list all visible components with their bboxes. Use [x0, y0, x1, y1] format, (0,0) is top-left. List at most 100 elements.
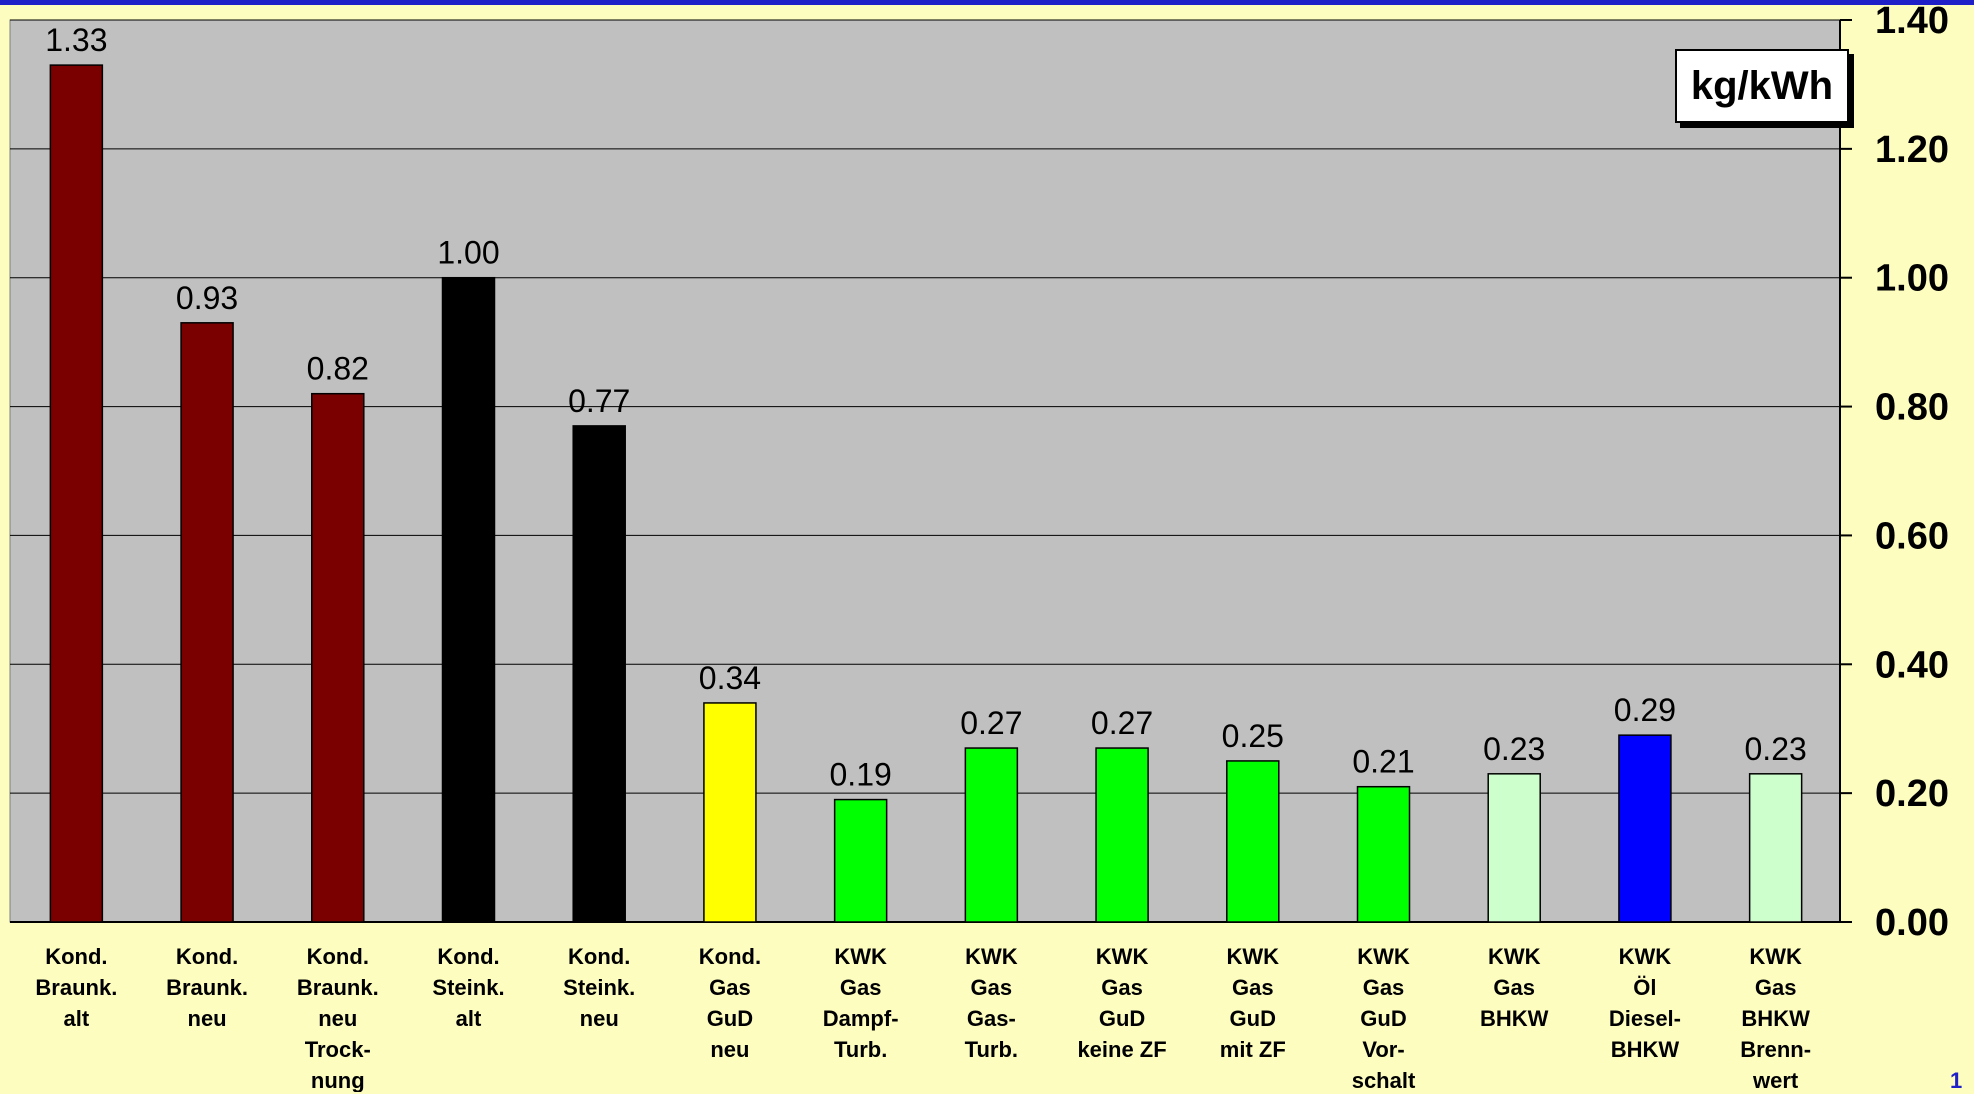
bar [703, 702, 757, 923]
y-tick-label: 0.00 [1875, 902, 1949, 944]
data-label: 0.25 [1222, 718, 1284, 754]
data-label: 0.27 [1091, 705, 1153, 741]
x-tick-label-line: Kond. [437, 944, 499, 969]
x-tick-label-line: Brenn- [1740, 1037, 1811, 1062]
data-label: 0.23 [1745, 731, 1807, 767]
x-tick-label-line: BHKW [1480, 1006, 1549, 1031]
bar [180, 322, 234, 923]
y-tick-label: 1.20 [1875, 129, 1949, 171]
bar [1618, 734, 1672, 923]
x-tick-label-line: neu [188, 1006, 227, 1031]
x-tick-label: Kond. Braunk. alt [35, 944, 117, 1031]
x-tick-label-line: Steink. [432, 975, 504, 1000]
x-tick-label-line: Braunk. [166, 975, 248, 1000]
bar [1748, 773, 1803, 923]
bar [1356, 785, 1411, 923]
bar [1226, 760, 1280, 923]
x-tick-label-line: schalt [1352, 1068, 1416, 1092]
data-label: 0.27 [960, 705, 1022, 741]
x-tick-label-line: neu [318, 1006, 357, 1031]
x-tick-label-line: Gas- [967, 1006, 1016, 1031]
x-tick-label-line: Kond. [307, 944, 369, 969]
data-label: 0.34 [699, 660, 761, 696]
x-tick-label: KWK Gas GuD mit ZF [1220, 944, 1286, 1062]
y-tick-label: 1.40 [1875, 0, 1949, 42]
x-tick-label-line: wert [1752, 1068, 1799, 1092]
bar [964, 747, 1019, 923]
data-labels: 1.33 0.93 0.82 1.00 0.77 0.34 0.19 0.27 0.27 0.25… [45, 22, 1807, 792]
x-tick-label-line: Turb. [965, 1037, 1018, 1062]
x-tick-label-line: GuD [707, 1006, 753, 1031]
data-label: 0.29 [1614, 692, 1676, 728]
x-tick-label-line: KWK [1619, 944, 1672, 969]
data-label: 0.82 [307, 351, 369, 387]
bar [49, 64, 104, 923]
x-tick-label-line: KWK [1749, 944, 1802, 969]
x-tick-label-line: GuD [1360, 1006, 1406, 1031]
x-tick-label-line: Gas [1101, 975, 1143, 1000]
y-tick-label: 0.20 [1875, 773, 1949, 815]
x-tick-label: KWK Gas BHKW [1480, 944, 1549, 1031]
x-tick-label-line: Turb. [834, 1037, 887, 1062]
x-tick-label-line: KWK [1096, 944, 1149, 969]
x-axis-labels: Kond. Braunk. alt Kond. Braunk. neu Kond. Braun… [35, 944, 1811, 1092]
x-tick-label-line: Steink. [563, 975, 635, 1000]
x-tick-label-line: Vor- [1362, 1037, 1404, 1062]
bar [311, 392, 365, 923]
data-label: 1.33 [45, 22, 107, 58]
x-tick-label-line: KWK [834, 944, 887, 969]
unit-label: kg/kWh [1690, 63, 1834, 108]
x-tick-label-line: Braunk. [297, 975, 379, 1000]
top-border [0, 0, 1974, 5]
bar [1095, 747, 1149, 923]
bar [572, 425, 626, 923]
x-tick-label-line: alt [64, 1006, 90, 1031]
x-tick-label: Kond. Gas GuD neu [699, 944, 761, 1062]
data-label: 0.21 [1352, 744, 1414, 780]
x-tick-label-line: mit ZF [1220, 1037, 1286, 1062]
x-tick-label-line: alt [456, 1006, 482, 1031]
y-tick-label: 1.00 [1875, 258, 1949, 300]
bar [441, 276, 496, 923]
x-tick-label-line: keine ZF [1077, 1037, 1166, 1062]
x-tick-label-line: neu [710, 1037, 749, 1062]
x-tick-label-line: Trock- [305, 1037, 371, 1062]
bar [833, 798, 888, 923]
x-tick-label-line: Gas [1755, 975, 1797, 1000]
x-tick-label-line: nung [311, 1068, 365, 1092]
x-tick-label-line: Kond. [45, 944, 107, 969]
x-tick-label: KWK Gas GuD keine ZF [1077, 944, 1166, 1062]
x-tick-label: Kond. Braunk. neu Trock-nung [297, 944, 379, 1092]
x-tick-label-line: Kond. [176, 944, 238, 969]
x-tick-label: Kond. Steink. neu [563, 944, 635, 1031]
x-tick-label-line: Gas [1232, 975, 1274, 1000]
unit-label-box: kg/kWh [1675, 49, 1849, 123]
x-tick-label-line: Gas [971, 975, 1013, 1000]
x-tick-label-line: Kond. [699, 944, 761, 969]
data-label: 0.19 [830, 757, 892, 793]
x-tick-label-line: Öl [1633, 975, 1656, 1000]
x-tick-label-line: KWK [1488, 944, 1541, 969]
x-tick-label-line: Gas [1363, 975, 1405, 1000]
y-tick-label: 0.40 [1875, 644, 1949, 686]
data-label: 0.93 [176, 280, 238, 316]
data-label: 1.00 [437, 235, 499, 271]
x-tick-label-line: BHKW [1611, 1037, 1680, 1062]
x-tick-label: KWK Gas GuD Vor-schalt [1352, 944, 1416, 1092]
x-tick-label: Kond. Steink. alt [432, 944, 504, 1031]
x-tick-label-line: KWK [965, 944, 1018, 969]
x-tick-label-line: Dampf- [823, 1006, 899, 1031]
bar [1487, 773, 1541, 923]
x-tick-label-line: Kond. [568, 944, 630, 969]
data-label: 0.23 [1483, 731, 1545, 767]
x-tick-label-line: GuD [1230, 1006, 1276, 1031]
y-tick-label: 0.80 [1875, 387, 1949, 429]
page-number: 1 [1950, 1068, 1963, 1093]
plot-area [9, 19, 1841, 923]
x-tick-label: KWK Öl Diesel- BHKW [1609, 944, 1681, 1062]
y-axis-ticks: 0.00 0.20 0.40 0.60 0.80 1.00 1.20 1.40 [1840, 0, 1949, 944]
x-tick-label-line: GuD [1099, 1006, 1145, 1031]
x-tick-label-line: Gas [840, 975, 882, 1000]
x-tick-label: KWK Gas BHKW Brenn-wert [1740, 944, 1811, 1092]
